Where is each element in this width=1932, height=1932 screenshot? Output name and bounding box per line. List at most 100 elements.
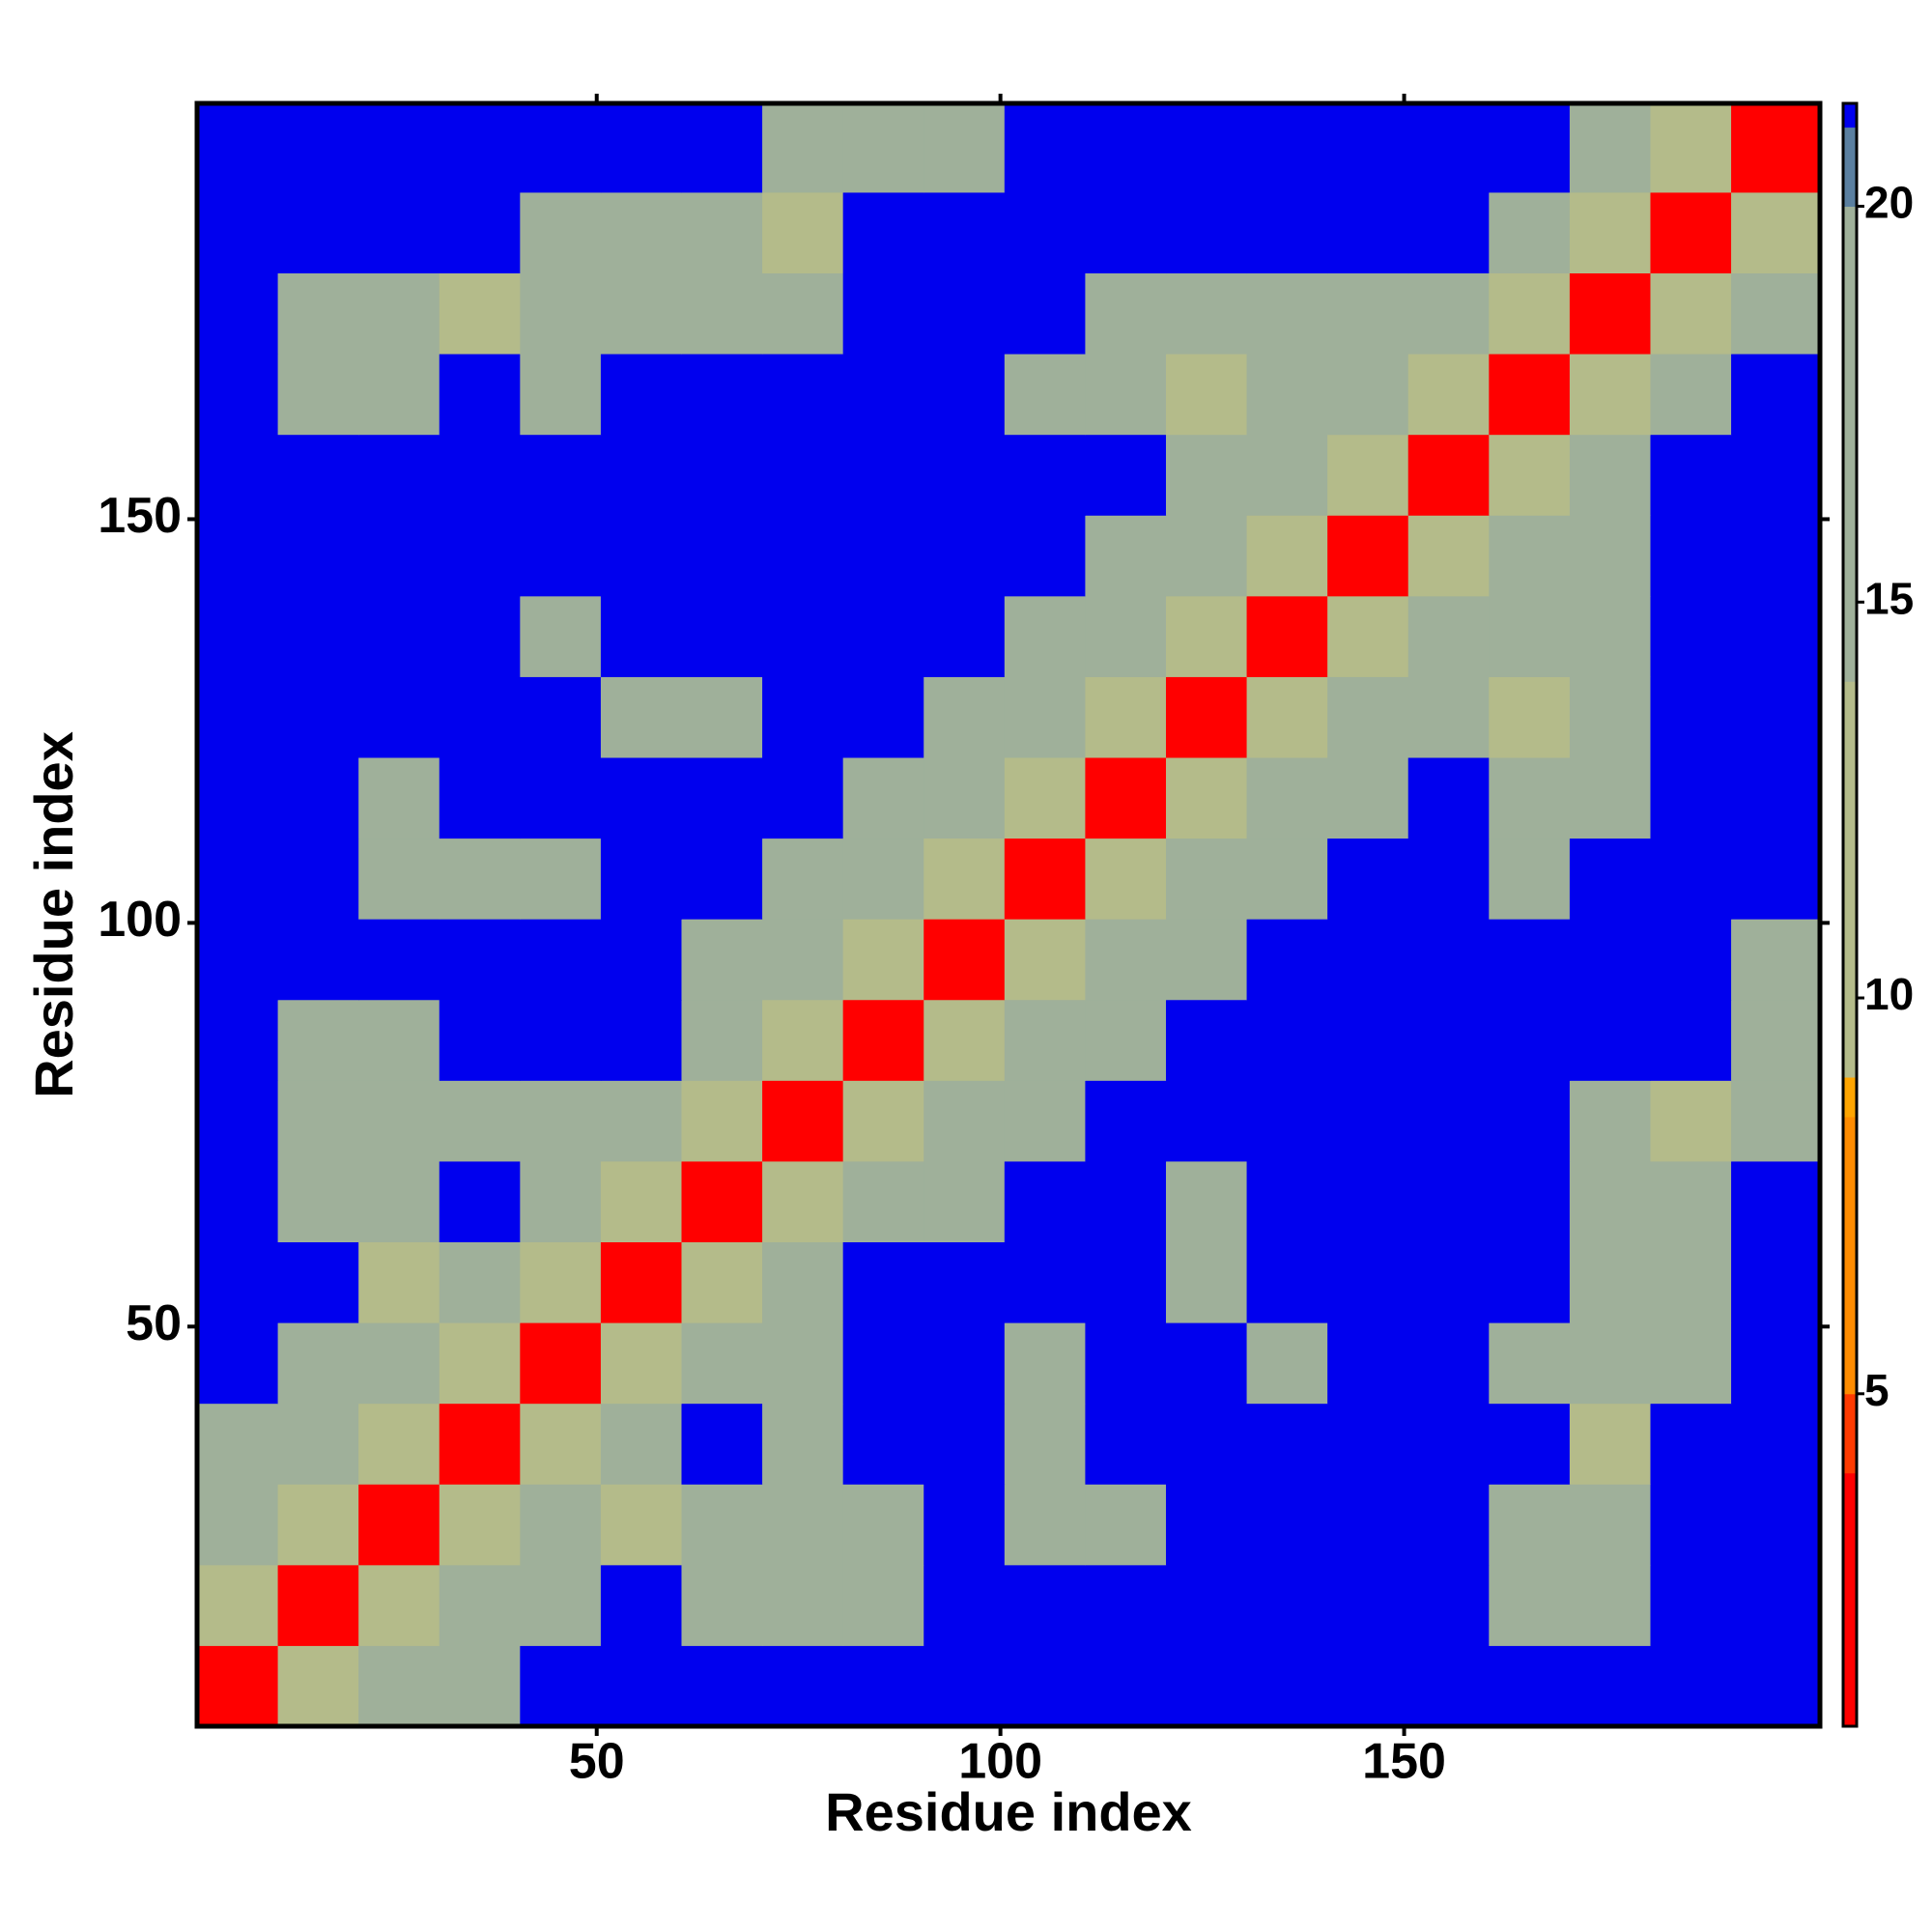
heatmap-cell: [358, 999, 440, 1081]
heatmap-cell: [681, 757, 763, 839]
heatmap-cell: [1165, 1160, 1248, 1243]
y-axis-title: Residue index: [23, 731, 84, 1098]
heatmap-cell: [842, 1160, 924, 1243]
heatmap-cell: [197, 191, 279, 274]
heatmap-cell: [681, 838, 763, 920]
x-tick-label: 50: [569, 1734, 625, 1790]
heatmap-cell: [1085, 434, 1167, 516]
heatmap-cell: [762, 676, 844, 758]
heatmap-cell: [842, 434, 924, 516]
heatmap-cell: [1489, 191, 1571, 274]
heatmap-cell: [1327, 1080, 1409, 1162]
heatmap-cell: [1327, 1241, 1409, 1323]
heatmap-cell: [842, 1322, 924, 1405]
heatmap-cell: [681, 434, 763, 516]
heatmap-cell: [1489, 595, 1571, 677]
heatmap-cell: [1246, 1484, 1328, 1566]
heatmap-cell: [842, 103, 924, 193]
heatmap-cell: [1650, 354, 1732, 436]
heatmap-cell: [1327, 1403, 1409, 1485]
heatmap-cell: [1489, 676, 1571, 758]
heatmap-cell: [1489, 103, 1571, 193]
colorbar-segment: [1843, 127, 1857, 208]
heatmap-cell: [1165, 838, 1248, 920]
heatmap-cell: [1085, 191, 1167, 274]
heatmap-cell: [923, 1403, 1006, 1485]
heatmap-cell: [762, 838, 844, 920]
heatmap-cell: [1650, 515, 1732, 597]
heatmap: [197, 103, 1821, 1727]
heatmap-cell: [1650, 1564, 1732, 1646]
heatmap-cell: [1650, 595, 1732, 677]
heatmap-cell: [358, 103, 440, 193]
heatmap-cell: [1085, 1160, 1167, 1243]
heatmap-cell: [1650, 1241, 1732, 1323]
heatmap-cell: [1004, 1322, 1086, 1405]
colorbar-segment: [1843, 681, 1857, 1078]
heatmap-cell: [1327, 1645, 1409, 1727]
heatmap-cell: [1489, 1080, 1571, 1162]
heatmap-cell: [1731, 354, 1821, 436]
heatmap-cell: [197, 595, 279, 677]
heatmap-cell: [358, 434, 440, 516]
heatmap-cell: [762, 1080, 844, 1162]
colorbar-segment: [1843, 1472, 1857, 1727]
heatmap-cell: [1407, 191, 1490, 274]
heatmap-cell: [762, 1322, 844, 1405]
heatmap-cell: [762, 103, 844, 193]
heatmap-cell: [1731, 191, 1821, 274]
heatmap-cell: [1489, 1160, 1571, 1243]
heatmap-cell: [923, 1160, 1006, 1243]
heatmap-cell: [1085, 1080, 1167, 1162]
heatmap-cell: [439, 595, 521, 677]
heatmap-cell: [1731, 1241, 1821, 1323]
heatmap-cell: [600, 191, 682, 274]
heatmap-cell: [277, 999, 359, 1081]
heatmap-cell: [1246, 1645, 1328, 1727]
heatmap-cell: [1004, 103, 1086, 193]
heatmap-cell: [1085, 838, 1167, 920]
heatmap-cell: [439, 1080, 521, 1162]
heatmap-cell: [600, 272, 682, 355]
heatmap-cell: [1569, 757, 1651, 839]
heatmap-cell: [1327, 595, 1409, 677]
heatmap-cell: [358, 595, 440, 677]
heatmap-cell: [277, 1080, 359, 1162]
heatmap-cell: [600, 757, 682, 839]
heatmap-cell: [520, 676, 602, 758]
heatmap-cell: [1731, 434, 1821, 516]
heatmap-cell: [439, 1160, 521, 1243]
heatmap-cell: [1569, 1484, 1651, 1566]
heatmap-cell: [762, 354, 844, 436]
heatmap-cell: [1085, 272, 1167, 355]
heatmap-cell: [1569, 919, 1651, 1001]
heatmap-cell: [600, 354, 682, 436]
heatmap-cell: [520, 1484, 602, 1566]
heatmap-cell: [358, 272, 440, 355]
heatmap-cell: [1327, 1484, 1409, 1566]
heatmap-cell: [1165, 1241, 1248, 1323]
heatmap-cell: [681, 103, 763, 193]
heatmap-cell: [1407, 515, 1490, 597]
heatmap-cell: [1569, 676, 1651, 758]
heatmap-cell: [1165, 676, 1248, 758]
heatmap-cell: [1004, 1645, 1086, 1727]
heatmap-cell: [762, 272, 844, 355]
heatmap-cell: [762, 1241, 844, 1323]
heatmap-cell: [923, 1484, 1006, 1566]
heatmap-cell: [1165, 515, 1248, 597]
heatmap-cell: [1407, 434, 1490, 516]
heatmap-cell: [1246, 757, 1328, 839]
heatmap-cell: [197, 919, 279, 1001]
heatmap-cell: [277, 676, 359, 758]
heatmap-cell: [1489, 515, 1571, 597]
heatmap-cell: [681, 1645, 763, 1727]
heatmap-cell: [1731, 272, 1821, 355]
heatmap-cell: [358, 515, 440, 597]
heatmap-cell: [358, 191, 440, 274]
heatmap-cell: [358, 1080, 440, 1162]
heatmap-cell: [1650, 1160, 1732, 1243]
heatmap-cell: [1569, 1403, 1651, 1485]
heatmap-cell: [520, 1564, 602, 1646]
